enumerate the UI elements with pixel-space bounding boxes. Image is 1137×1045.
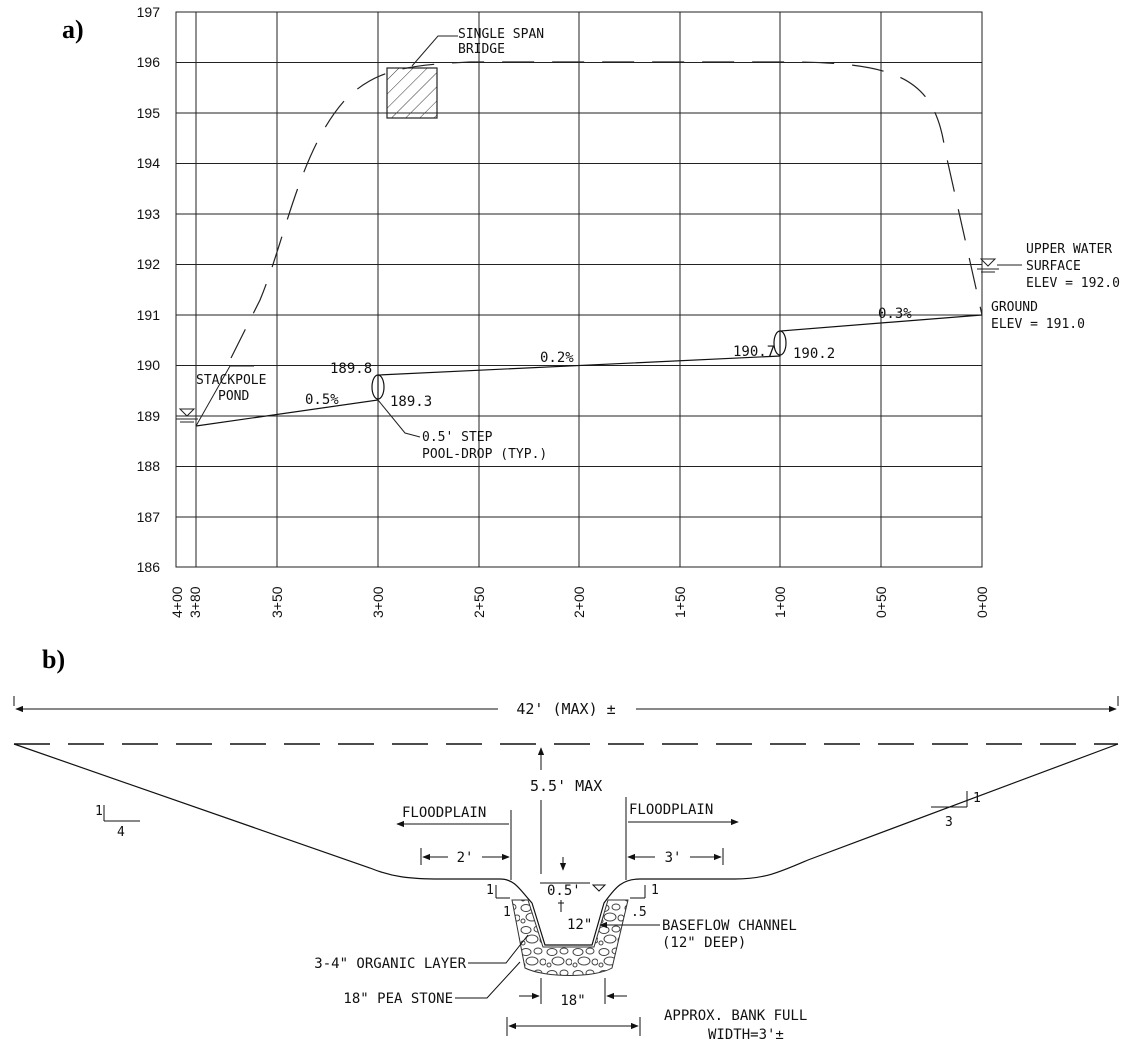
bankfull-line2: WIDTH=3'± — [708, 1027, 784, 1043]
organic-label: 3-4" ORGANIC LAYER — [314, 956, 466, 972]
x-tick-label: 2+00 — [571, 586, 587, 618]
dim-0-5 — [540, 857, 590, 884]
x-tick-label: 2+50 — [471, 586, 487, 618]
slope-right-rise: 1 — [973, 791, 981, 806]
y-tick-label: 194 — [137, 155, 161, 171]
dim-0-5-label: 0.5' — [547, 883, 581, 899]
slope-0-2: 0.2% — [540, 350, 574, 366]
x-tick-label: 0+50 — [873, 586, 889, 618]
bridge-box — [386, 67, 438, 119]
bridge-label-line2: BRIDGE — [458, 42, 505, 57]
step-label-line1: 0.5' STEP — [422, 430, 493, 445]
slope-0-5: 0.5% — [305, 392, 339, 408]
dim-2ft-label: 2' — [457, 850, 474, 866]
slope-right-run: 3 — [945, 815, 953, 830]
y-tick-label: 192 — [137, 256, 161, 272]
bank-left-rise: 1 — [486, 883, 494, 898]
dim-12in — [558, 900, 564, 912]
slope-left-run: 4 — [117, 825, 125, 840]
bridge-label-line1: SINGLE SPAN — [458, 27, 544, 42]
upper-water-line2: SURFACE — [1026, 259, 1081, 274]
baseflow-line1: BASEFLOW CHANNEL — [662, 918, 797, 934]
ground-line1: GROUND — [991, 300, 1038, 315]
floodplain-left-marker — [396, 810, 512, 880]
dim-2ft — [420, 848, 510, 865]
elev-189-3: 189.3 — [390, 394, 432, 410]
x-axis-ticks: 4+00 3+80 3+50 3+00 2+50 2+00 1+50 1+00 … — [169, 586, 990, 618]
step-label-line2: POOL-DROP (TYP.) — [422, 447, 547, 462]
pond-label-line1: STACKPOLE — [196, 373, 266, 388]
slope-0-3: 0.3% — [878, 306, 912, 322]
pea-stone-leader — [455, 961, 521, 999]
y-tick-label: 196 — [137, 54, 161, 70]
floodplain-right-marker — [625, 797, 739, 880]
floodplain-right-label: FLOODPLAIN — [629, 802, 713, 818]
overall-width-dimension — [13, 696, 1119, 713]
y-tick-label: 189 — [137, 408, 161, 424]
y-tick-label: 193 — [137, 206, 161, 222]
dim-18in-label: 18" — [560, 993, 585, 1009]
dim-12in-label: 12" — [567, 917, 592, 933]
pea-stone-fill — [511, 899, 629, 976]
elev-190-2: 190.2 — [793, 346, 835, 362]
ground-line2: ELEV = 191.0 — [991, 317, 1085, 332]
bank-right-indicator — [630, 885, 646, 899]
elev-189-8: 189.8 — [330, 361, 372, 377]
bridge-leader — [411, 35, 458, 67]
channel-profile — [195, 314, 983, 427]
x-tick-label: 3+80 — [187, 586, 203, 618]
x-tick-label: 3+00 — [370, 586, 386, 618]
step-leader — [377, 399, 421, 438]
x-tick-label: 0+00 — [974, 586, 990, 618]
panel-a-label: a) — [62, 15, 84, 44]
ground-outline — [230, 61, 983, 359]
cross-section-ground — [13, 743, 1119, 946]
baseflow-line2: (12" DEEP) — [662, 935, 746, 951]
dim-3ft — [627, 848, 724, 865]
floodplain-left-label: FLOODPLAIN — [402, 805, 486, 821]
y-tick-label: 188 — [137, 458, 161, 474]
slope-left-rise: 1 — [95, 804, 103, 819]
y-tick-label: 190 — [137, 357, 161, 373]
elev-190-7: 190.7 — [733, 344, 775, 360]
width-label: 42' (MAX) ± — [516, 700, 615, 718]
x-tick-label: 4+00 — [169, 586, 185, 618]
bank-left-run: 1 — [503, 905, 511, 920]
dim-18in — [519, 978, 627, 1004]
y-tick-label: 195 — [137, 105, 161, 121]
organic-leader — [468, 934, 529, 964]
upper-water-line3: ELEV = 192.0 — [1026, 276, 1120, 291]
water-symbol-channel — [591, 884, 607, 892]
pond-water-symbol — [176, 408, 198, 423]
step-pool-lower — [371, 374, 385, 400]
pea-stone-label: 18" PEA STONE — [343, 991, 453, 1007]
bankfull-line1: APPROX. BANK FULL — [664, 1008, 807, 1024]
dim-3ft-label: 3' — [665, 850, 682, 866]
y-tick-label: 187 — [137, 509, 161, 525]
depth-label: 5.5' MAX — [530, 777, 602, 795]
y-tick-label: 197 — [137, 4, 161, 20]
pond-leader — [195, 365, 254, 427]
x-tick-label: 1+00 — [772, 586, 788, 618]
slope-right-indicator — [931, 791, 968, 808]
step-pool-upper — [773, 330, 787, 356]
profile-grid — [175, 11, 983, 568]
x-tick-label: 3+50 — [269, 586, 285, 618]
upper-water-symbol — [977, 258, 999, 273]
y-axis-ticks: 197 196 195 194 193 192 191 190 189 188 … — [137, 4, 161, 575]
panel-b-label: b) — [42, 645, 65, 674]
pond-label-line2: POND — [218, 389, 249, 404]
bank-right-run: .5 — [631, 905, 647, 920]
y-tick-label: 191 — [137, 307, 161, 323]
slope-left-indicator — [103, 805, 140, 822]
bank-right-rise: 1 — [651, 883, 659, 898]
bankfull-dimension — [506, 1017, 641, 1036]
bank-left-indicator — [495, 885, 510, 899]
upper-water-line1: UPPER WATER — [1026, 242, 1112, 257]
x-tick-label: 1+50 — [672, 586, 688, 618]
y-tick-label: 186 — [137, 559, 161, 575]
